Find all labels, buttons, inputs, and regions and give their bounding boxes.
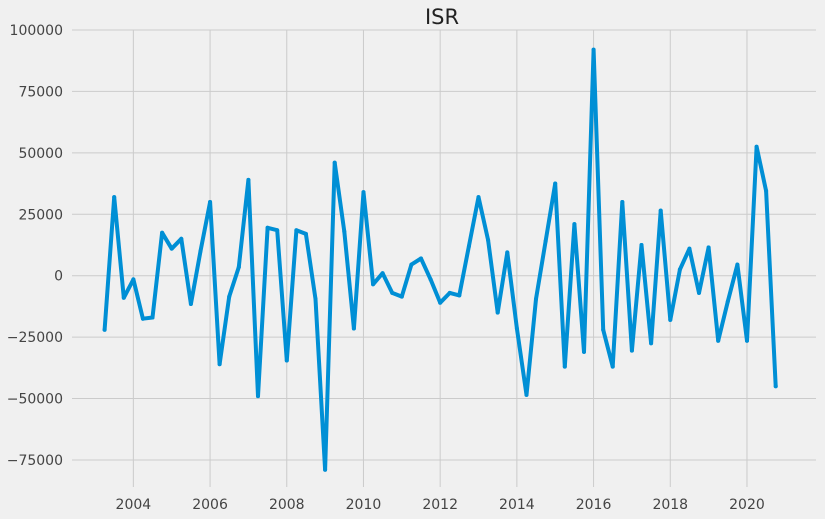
data-point	[486, 238, 491, 243]
grid	[72, 29, 816, 487]
x-tick-label: 2004	[116, 497, 152, 513]
data-point	[764, 188, 769, 193]
x-tick-label: 2008	[269, 497, 305, 513]
data-point	[284, 358, 289, 363]
y-tick-label: −25000	[7, 330, 63, 346]
x-tick-label: 2018	[652, 497, 688, 513]
data-point	[773, 384, 778, 389]
data-point	[543, 239, 548, 244]
chart-title: ISR	[425, 5, 459, 29]
data-point	[649, 341, 654, 346]
data-point	[610, 364, 615, 369]
data-point	[303, 231, 308, 236]
x-tick-label: 2016	[576, 497, 612, 513]
data-point	[562, 364, 567, 369]
data-point	[409, 262, 414, 267]
data-point	[629, 348, 634, 353]
data-point	[457, 293, 462, 298]
data-point	[466, 244, 471, 249]
y-tick-label: 0	[54, 269, 63, 285]
data-point	[668, 317, 673, 322]
data-point	[591, 47, 596, 52]
data-point	[323, 467, 328, 472]
data-point	[428, 277, 433, 282]
data-point	[131, 277, 136, 282]
data-point	[744, 338, 749, 343]
data-point	[208, 199, 213, 204]
data-point	[188, 301, 193, 306]
data-point	[112, 195, 117, 200]
data-point	[553, 181, 558, 186]
data-point	[418, 256, 423, 261]
data-point	[217, 362, 222, 367]
data-point	[677, 267, 682, 272]
data-point	[716, 338, 721, 343]
data-point	[150, 315, 155, 320]
data-point	[361, 190, 366, 195]
data-point	[246, 177, 251, 182]
data-point	[505, 250, 510, 255]
data-point	[725, 299, 730, 304]
x-tick-label: 2014	[499, 497, 535, 513]
data-point	[438, 300, 443, 305]
data-point	[313, 297, 318, 302]
data-point	[169, 246, 174, 251]
y-tick-label: 75000	[18, 84, 63, 100]
data-point	[275, 228, 280, 233]
data-point	[351, 326, 356, 331]
data-point	[390, 290, 395, 295]
x-axis: 2004 2006 2008 2010 2012 2014 2016 2018 2020	[116, 497, 765, 513]
data-point	[658, 208, 663, 213]
data-point	[447, 290, 452, 295]
data-point	[697, 290, 702, 295]
data-point	[639, 242, 644, 247]
data-point	[236, 265, 241, 270]
data-point	[754, 144, 759, 149]
data-point	[332, 160, 337, 165]
plot-area	[102, 47, 778, 472]
y-tick-label: 100000	[10, 23, 63, 39]
data-point	[524, 392, 529, 397]
data-point	[735, 262, 740, 267]
x-tick-label: 2012	[422, 497, 458, 513]
data-point	[399, 294, 404, 299]
data-point	[534, 297, 539, 302]
data-point	[102, 327, 107, 332]
x-tick-label: 2006	[192, 497, 228, 513]
x-tick-label: 2020	[729, 497, 765, 513]
y-tick-label: −50000	[7, 392, 63, 408]
y-tick-label: 25000	[18, 207, 63, 223]
data-point	[476, 195, 481, 200]
data-point	[620, 199, 625, 204]
data-point	[601, 327, 606, 332]
data-point	[198, 249, 203, 254]
x-tick-label: 2010	[346, 497, 382, 513]
data-point	[121, 295, 126, 300]
data-point	[706, 245, 711, 250]
data-point	[342, 229, 347, 234]
y-tick-label: 50000	[18, 146, 63, 162]
data-point	[179, 236, 184, 241]
data-point	[227, 294, 232, 299]
data-point	[687, 246, 692, 251]
data-point	[265, 225, 270, 230]
y-axis: −75000 −50000 −25000 0 25000 50000 75000 100000	[7, 23, 63, 469]
data-point	[256, 394, 260, 399]
data-point	[581, 349, 586, 354]
data-point	[380, 271, 385, 276]
data-point	[514, 326, 519, 331]
data-point	[294, 228, 299, 233]
y-tick-label: −75000	[7, 453, 63, 469]
data-point	[371, 282, 376, 287]
data-point	[140, 316, 145, 321]
data-point	[160, 230, 165, 235]
data-point	[495, 310, 500, 315]
data-point	[572, 222, 577, 227]
